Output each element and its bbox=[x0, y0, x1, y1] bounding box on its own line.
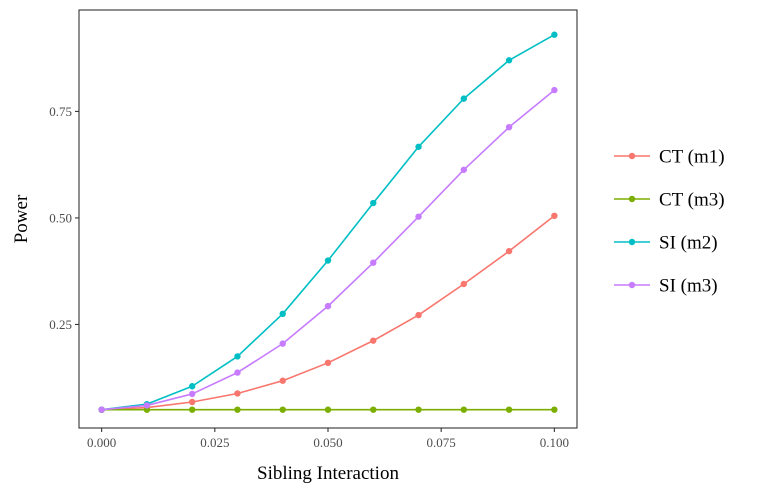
y-tick-label: 0.50 bbox=[49, 210, 72, 225]
data-point bbox=[279, 340, 286, 347]
data-point bbox=[234, 390, 241, 397]
data-point bbox=[415, 213, 422, 220]
data-point bbox=[279, 406, 286, 413]
y-tick-label: 0.75 bbox=[49, 104, 72, 119]
legend-item: SI (m2) bbox=[614, 233, 718, 254]
legend-label: CT (m3) bbox=[659, 190, 725, 211]
y-axis-title: Power bbox=[11, 194, 32, 243]
data-point bbox=[551, 212, 558, 220]
legend-key-point bbox=[628, 195, 636, 203]
data-point bbox=[415, 406, 422, 413]
data-point bbox=[370, 406, 377, 413]
series-2 bbox=[98, 31, 558, 413]
data-point bbox=[279, 310, 286, 318]
legend-item: SI (m3) bbox=[614, 276, 718, 297]
data-point bbox=[370, 199, 377, 207]
data-point bbox=[98, 406, 105, 413]
data-point bbox=[551, 31, 558, 38]
legend-key-point bbox=[628, 238, 636, 246]
data-point bbox=[460, 406, 468, 413]
data-point bbox=[324, 359, 332, 367]
x-tick-label: 0.000 bbox=[87, 435, 116, 450]
data-point bbox=[370, 337, 377, 344]
data-point bbox=[234, 369, 241, 376]
data-point bbox=[279, 377, 286, 384]
data-point bbox=[324, 302, 332, 310]
data-point bbox=[460, 166, 468, 173]
data-point bbox=[370, 259, 377, 266]
data-point bbox=[415, 143, 422, 150]
y-axis: 0.25 0.50 0.75 bbox=[49, 104, 79, 332]
x-tick-label: 0.075 bbox=[427, 435, 456, 450]
x-axis: 0.000 0.025 0.050 0.075 0.100 bbox=[87, 428, 569, 450]
y-tick-label: 0.25 bbox=[49, 317, 72, 332]
data-point bbox=[143, 402, 151, 409]
data-point bbox=[188, 398, 196, 406]
legend-label: SI (m3) bbox=[659, 276, 718, 297]
legend-item: CT (m3) bbox=[614, 190, 725, 211]
data-point bbox=[188, 383, 196, 390]
x-tick-label: 0.100 bbox=[540, 435, 569, 450]
data-point bbox=[505, 57, 513, 64]
data-point bbox=[188, 406, 196, 413]
data-point bbox=[324, 257, 332, 264]
series-3 bbox=[98, 86, 558, 413]
plot-panel bbox=[79, 10, 577, 428]
legend-item: CT (m1) bbox=[614, 147, 725, 168]
x-tick-label: 0.050 bbox=[313, 435, 342, 450]
legend-key-point bbox=[628, 281, 636, 289]
series-layer bbox=[98, 31, 558, 413]
data-point bbox=[551, 406, 558, 413]
data-point bbox=[460, 95, 468, 102]
legend: CT (m1) CT (m3) SI (m2) SI (m3) bbox=[614, 147, 725, 297]
data-point bbox=[505, 406, 513, 413]
data-point bbox=[188, 390, 196, 398]
legend-label: SI (m2) bbox=[659, 233, 718, 254]
data-point bbox=[505, 247, 513, 255]
data-point bbox=[234, 406, 241, 413]
data-point bbox=[551, 86, 558, 94]
data-point bbox=[324, 406, 332, 413]
data-point bbox=[234, 353, 241, 360]
data-point bbox=[460, 280, 468, 288]
data-point bbox=[415, 311, 422, 319]
x-tick-label: 0.025 bbox=[200, 435, 229, 450]
legend-label: CT (m1) bbox=[659, 147, 725, 168]
data-point bbox=[505, 123, 513, 131]
x-axis-title: Sibling Interaction bbox=[257, 463, 399, 484]
legend-key-point bbox=[628, 152, 636, 160]
